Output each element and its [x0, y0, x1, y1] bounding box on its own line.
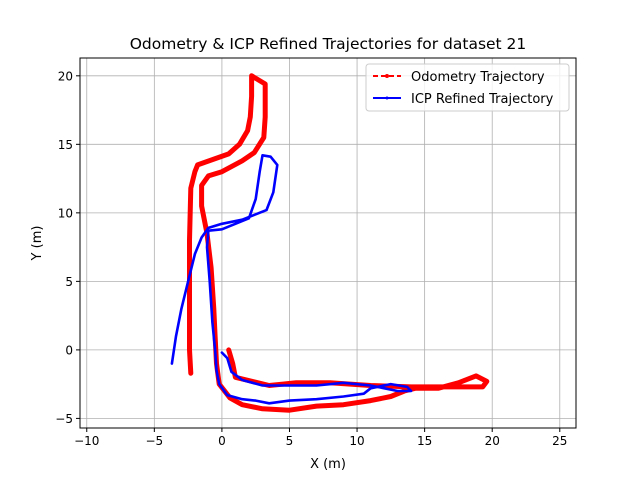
y-axis-label: Y (m) [30, 226, 45, 262]
y-tick-label: 5 [65, 275, 73, 289]
series-layer [170, 73, 490, 413]
legend-box [365, 63, 570, 112]
legend: Odometry Trajectory ICP Refined Trajecto… [365, 63, 570, 112]
icp-trajectory-line [170, 154, 413, 405]
y-tick-label: 20 [58, 69, 73, 83]
x-tick-label: 5 [286, 434, 294, 448]
plot-frame [79, 57, 577, 429]
legend-icp-label: ICP Refined Trajectory [411, 92, 554, 107]
x-tick-label: 20 [485, 434, 500, 448]
x-tick-label: 0 [218, 434, 226, 448]
y-tick-label: 10 [58, 206, 73, 220]
y-tick-label: 0 [65, 343, 73, 357]
legend-odometry-label: Odometry Trajectory [411, 70, 545, 85]
x-tick-label: 15 [417, 434, 432, 448]
plot-area [80, 58, 576, 428]
x-axis-label: X (m) [310, 457, 346, 472]
legend-icp-marker [385, 96, 389, 100]
x-tick-label: 25 [552, 434, 567, 448]
chart-title: Odometry & ICP Refined Trajectories for … [130, 35, 527, 53]
x-tick-label: −5 [145, 434, 163, 448]
y-tick-label: −5 [55, 412, 73, 426]
y-tick-label: 15 [58, 138, 73, 152]
grid [80, 58, 576, 428]
x-tick-label: −10 [74, 434, 99, 448]
legend-odometry-marker [385, 74, 389, 78]
x-tick-label: 10 [349, 434, 364, 448]
